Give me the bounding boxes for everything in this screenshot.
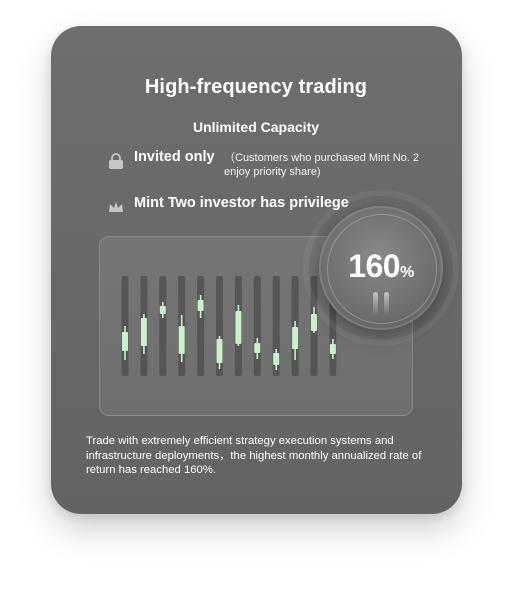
candle-body (311, 314, 317, 331)
candle-body (235, 311, 242, 344)
feature-label: Mint Two investor has privilege (134, 195, 349, 211)
candle-body (273, 353, 280, 365)
candle-body (254, 343, 261, 353)
candle-track (197, 276, 205, 376)
gauge-number: 160 (348, 248, 401, 284)
candle-track (253, 276, 261, 376)
crown-icon (109, 202, 123, 212)
card-subtitle: Unlimited Capacity (192, 119, 320, 135)
candle-body (329, 344, 336, 354)
card-description: Trade with extremely efficient strategy … (86, 435, 422, 476)
gauge-value: 160% (319, 248, 443, 285)
candle-track (159, 276, 167, 376)
candle-body (122, 332, 128, 351)
gauge-shine (384, 292, 389, 316)
feature-note: （Customers who purchased Mint No. 2 enjo… (224, 152, 420, 178)
return-gauge: 160% (319, 206, 443, 330)
candle-track (272, 276, 280, 376)
candle-body (197, 300, 204, 311)
candlestick-chart (121, 276, 337, 376)
gauge-shine (373, 292, 378, 316)
lock-icon (109, 153, 123, 169)
candle-body (159, 306, 166, 314)
candle-body (140, 318, 147, 346)
gauge-ring (327, 214, 437, 324)
candle-body (292, 327, 299, 349)
candle-body (178, 326, 185, 354)
gauge-unit: % (400, 264, 414, 281)
card-title: High-frequency trading (144, 76, 368, 98)
candle-body (216, 339, 223, 363)
feature-label: Invited only (134, 149, 215, 165)
